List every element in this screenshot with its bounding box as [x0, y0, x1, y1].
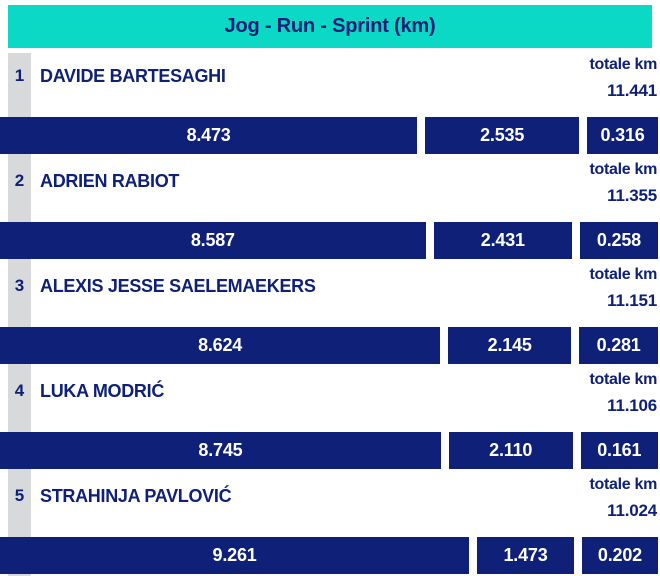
- player-name: LUKA MODRIĆ: [40, 381, 165, 401]
- chart-title: Jog - Run - Sprint (km): [224, 15, 436, 37]
- jog-segment: 8.473: [0, 117, 418, 154]
- player-name: DAVIDE BARTESAGHI: [40, 66, 226, 86]
- player-row-1: 1 DAVIDE BARTESAGHI totale km 11.441 8.4…: [0, 53, 660, 160]
- player-name: STRAHINJA PAVLOVIĆ: [40, 486, 232, 506]
- distance-stacked-bar: 8.624 2.145 0.281: [0, 327, 658, 364]
- sprint-segment: 0.281: [579, 327, 658, 364]
- jog-segment: 9.261: [0, 537, 470, 574]
- player-name: ALEXIS JESSE SAELEMAEKERS: [40, 276, 316, 296]
- run-segment: 2.431: [433, 222, 572, 259]
- rank-number: 4: [14, 381, 25, 400]
- sprint-segment: 0.316: [587, 117, 658, 154]
- total-km-label: totale km: [589, 371, 657, 388]
- distance-stacked-bar: 8.587 2.431 0.258: [0, 222, 658, 259]
- player-row-5: 5 STRAHINJA PAVLOVIĆ totale km 11.024 9.…: [0, 473, 660, 576]
- rank-number: 2: [14, 171, 25, 190]
- total-km-label: totale km: [589, 56, 657, 73]
- player-row-3: 3 ALEXIS JESSE SAELEMAEKERS totale km 11…: [0, 263, 660, 370]
- player-row-2: 2 ADRIEN RABIOT totale km 11.355 8.587 2…: [0, 158, 660, 265]
- total-km-label: totale km: [589, 161, 657, 178]
- run-segment: 2.145: [448, 327, 572, 364]
- total-km-value: 11.355: [607, 186, 657, 205]
- sprint-segment: 0.161: [580, 432, 658, 469]
- jog-segment: 8.745: [0, 432, 441, 469]
- total-km-label: totale km: [589, 476, 657, 493]
- run-segment: 2.110: [448, 432, 573, 469]
- rank-number: 1: [14, 66, 25, 85]
- run-segment: 1.473: [477, 537, 574, 574]
- player-name: ADRIEN RABIOT: [40, 171, 180, 191]
- run-segment: 2.535: [425, 117, 580, 154]
- sprint-segment: 0.258: [579, 222, 658, 259]
- distance-stacked-bar: 8.473 2.535 0.316: [0, 117, 658, 154]
- chart-title-bar: Jog - Run - Sprint (km): [8, 5, 652, 48]
- sprint-segment: 0.202: [581, 537, 658, 574]
- total-km-value: 11.441: [607, 81, 657, 100]
- player-rows: 1 DAVIDE BARTESAGHI totale km 11.441 8.4…: [0, 53, 660, 576]
- total-km-value: 11.106: [607, 396, 657, 415]
- jog-segment: 8.624: [0, 327, 441, 364]
- distance-stacked-bar: 9.261 1.473 0.202: [0, 537, 658, 574]
- player-row-4: 4 LUKA MODRIĆ totale km 11.106 8.745 2.1…: [0, 368, 660, 475]
- distance-stacked-bar: 8.745 2.110 0.161: [0, 432, 658, 469]
- rank-number: 3: [14, 276, 25, 295]
- total-km-label: totale km: [589, 266, 657, 283]
- total-km-value: 11.024: [607, 501, 657, 520]
- rank-number: 5: [14, 486, 25, 505]
- jog-segment: 8.587: [0, 222, 426, 259]
- total-km-value: 11.151: [607, 291, 657, 310]
